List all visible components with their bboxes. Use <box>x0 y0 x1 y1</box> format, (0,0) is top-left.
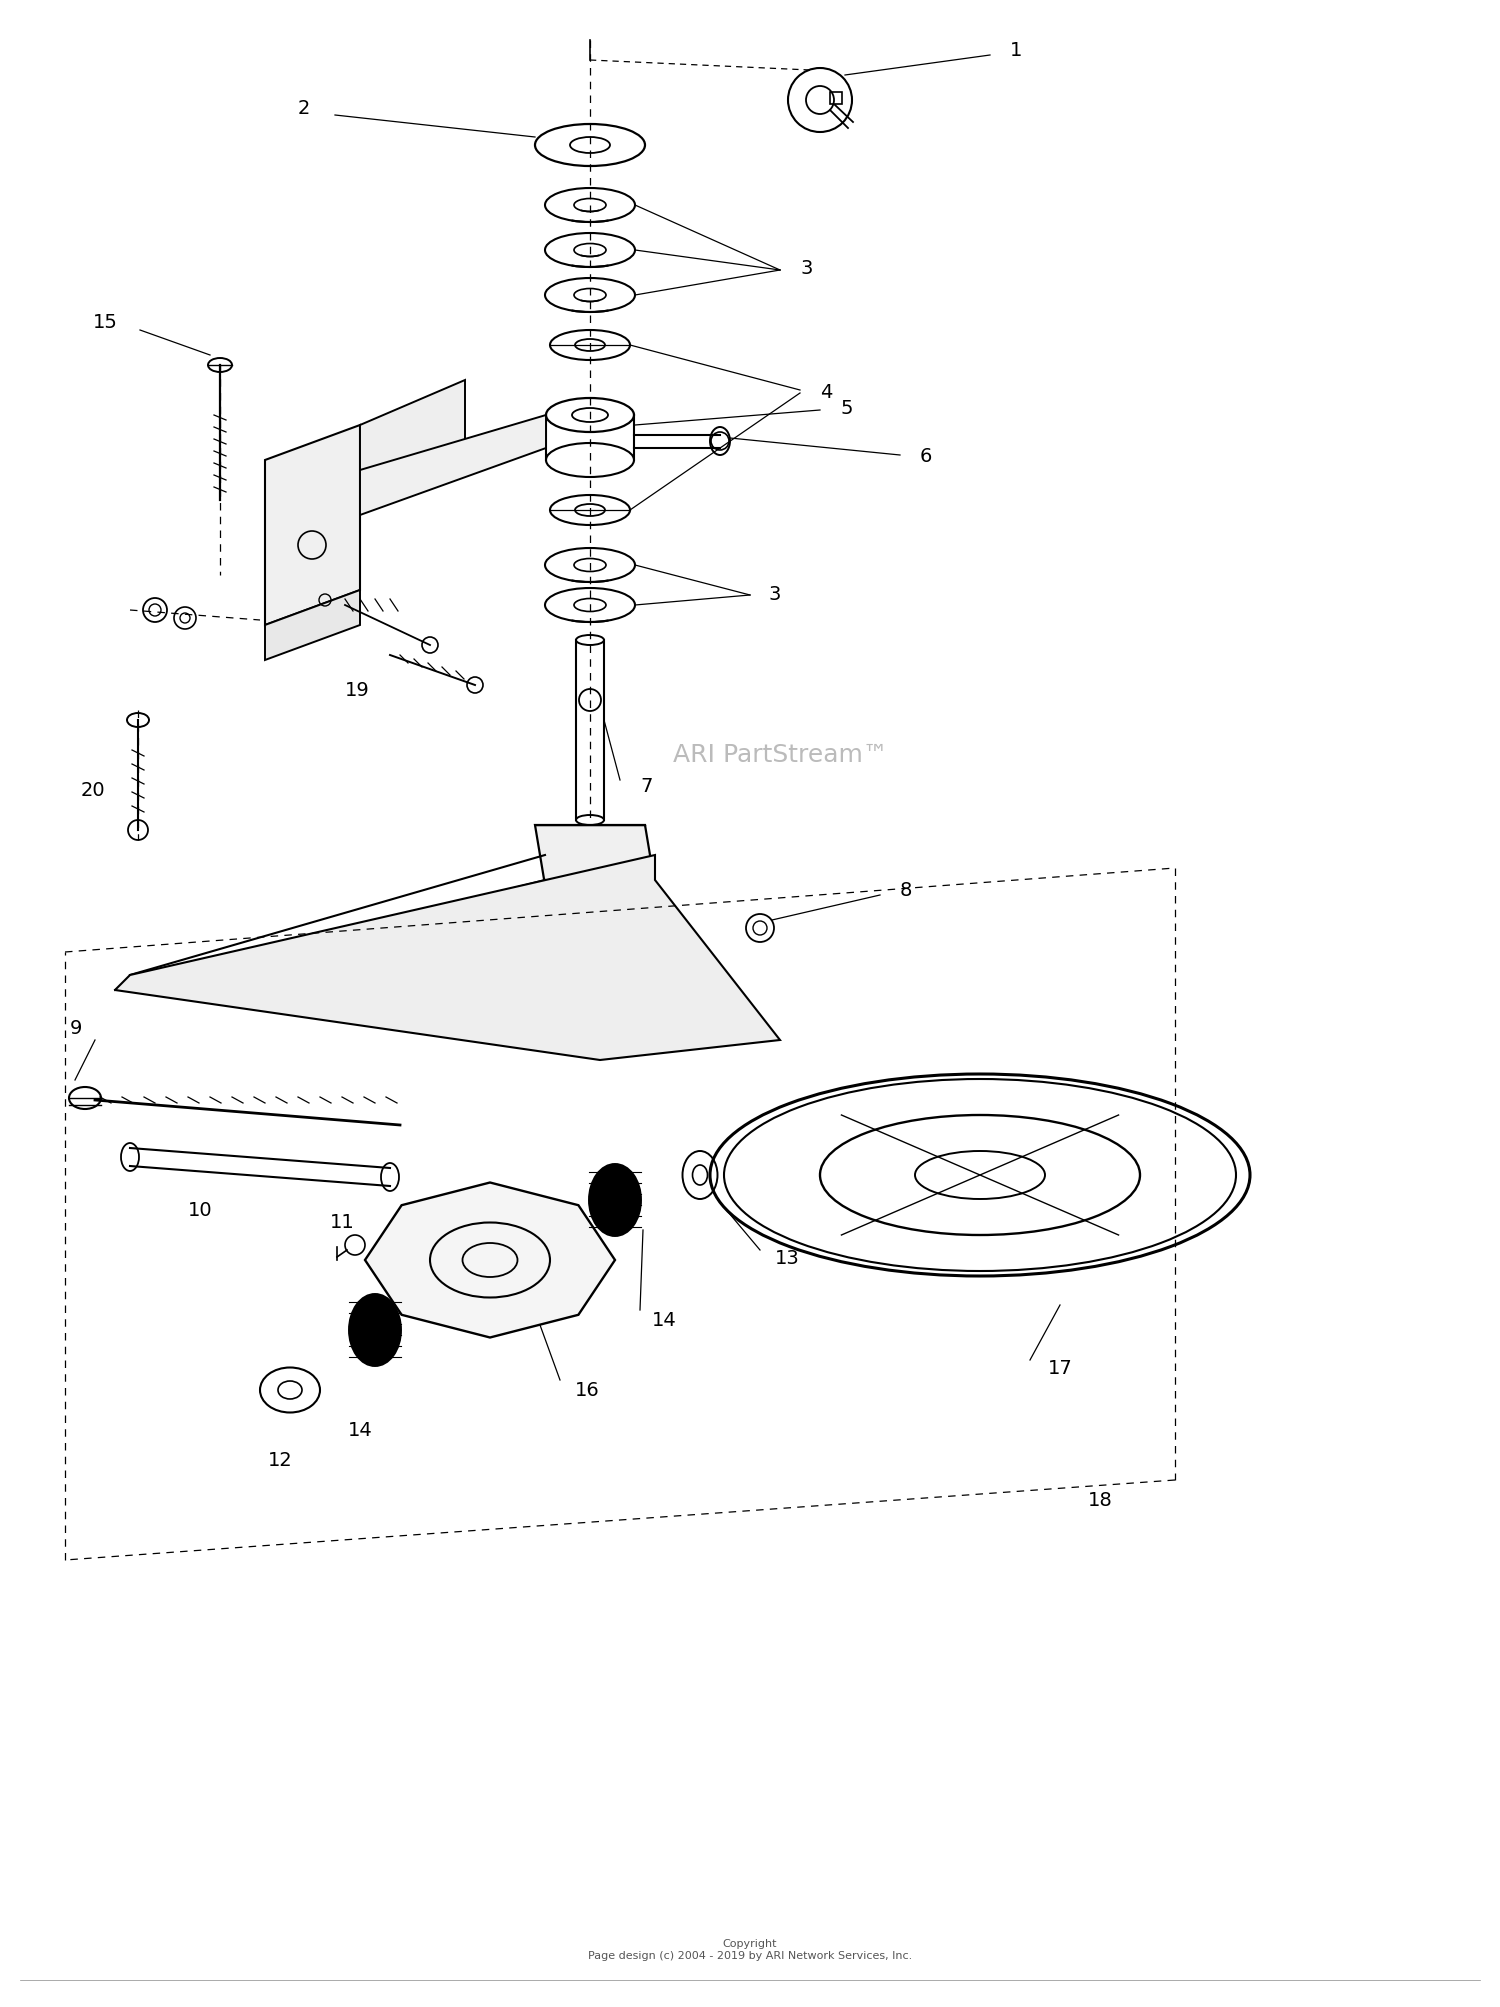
Text: 5: 5 <box>840 399 852 417</box>
Text: 4: 4 <box>821 383 833 403</box>
Text: 7: 7 <box>640 777 652 795</box>
Text: 1: 1 <box>1010 40 1023 60</box>
Text: 20: 20 <box>81 781 105 799</box>
Text: 18: 18 <box>1088 1491 1113 1509</box>
Text: 19: 19 <box>345 680 370 700</box>
Ellipse shape <box>350 1295 400 1367</box>
Text: 3: 3 <box>800 259 813 277</box>
Text: 13: 13 <box>776 1248 800 1268</box>
Ellipse shape <box>590 1164 640 1236</box>
Text: 3: 3 <box>768 584 780 604</box>
Text: 17: 17 <box>1048 1359 1072 1377</box>
Text: ARI PartStream™: ARI PartStream™ <box>672 743 888 767</box>
Text: 15: 15 <box>93 313 118 333</box>
Polygon shape <box>360 415 546 516</box>
Text: 14: 14 <box>348 1421 372 1439</box>
Polygon shape <box>266 425 360 624</box>
Text: 16: 16 <box>574 1381 600 1399</box>
Text: 2: 2 <box>297 98 310 118</box>
Polygon shape <box>536 825 656 885</box>
Text: Copyright
Page design (c) 2004 - 2019 by ARI Network Services, Inc.: Copyright Page design (c) 2004 - 2019 by… <box>588 1939 912 1961</box>
Polygon shape <box>266 590 360 660</box>
Text: 11: 11 <box>330 1214 354 1232</box>
Text: 6: 6 <box>920 446 933 466</box>
Polygon shape <box>360 379 465 470</box>
Text: 10: 10 <box>188 1200 213 1220</box>
Text: 8: 8 <box>900 881 912 899</box>
Text: 9: 9 <box>69 1018 82 1038</box>
Polygon shape <box>364 1182 615 1337</box>
Text: 14: 14 <box>652 1311 676 1329</box>
Polygon shape <box>116 855 780 1060</box>
Text: 12: 12 <box>267 1451 292 1469</box>
